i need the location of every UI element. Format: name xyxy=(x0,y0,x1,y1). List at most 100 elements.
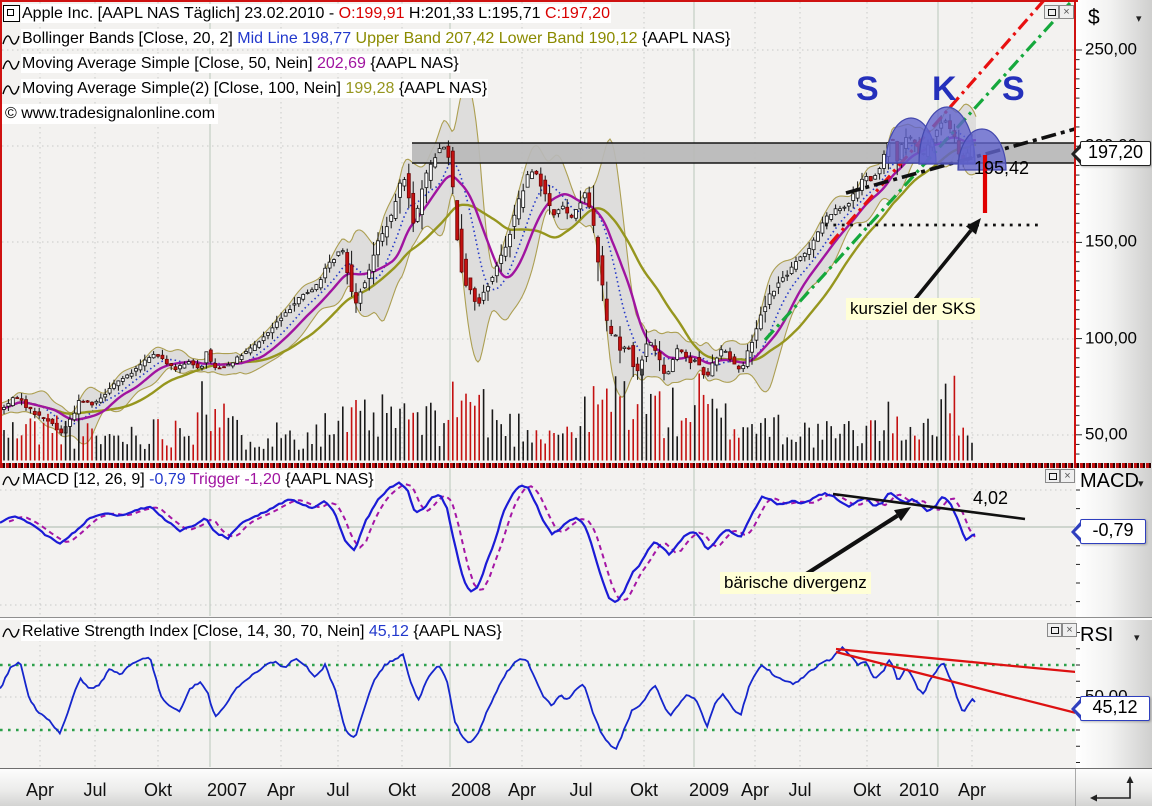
rsi-trend-upper xyxy=(835,647,1075,674)
header-segment: Moving Average Simple(2) [Close, 100, Ne… xyxy=(22,80,346,97)
indicator-squiggle-icon xyxy=(2,60,20,70)
time-axis-label: Okt xyxy=(852,780,882,800)
watermark: © www.tradesignalonline.com xyxy=(2,104,219,124)
header-segment: Relative Strength Index [Close, 14, 30, … xyxy=(22,623,369,640)
header-segment: Bollinger Bands [Close, 20, 2] xyxy=(22,30,238,47)
header-segment: 202,69 xyxy=(316,55,371,72)
close-button[interactable]: × xyxy=(1059,5,1074,19)
macd-legend: MACD [12, 26, 9] -0,79 Trigger -1,20 {AA… xyxy=(21,470,375,490)
price-axis-label: 150,00 xyxy=(1085,231,1137,251)
time-axis-label: Okt xyxy=(629,780,659,800)
macd-divergence-line xyxy=(832,492,1026,521)
header-segment: {AAPL NAS} xyxy=(370,55,459,72)
close-icon: × xyxy=(1066,624,1073,636)
shoulder-right xyxy=(957,128,1007,171)
maximize-icon xyxy=(1048,472,1057,480)
rsi-value-badge: 45,12 xyxy=(1080,696,1150,721)
selected-panel-border-top xyxy=(0,0,1078,2)
header-segment: Upper Band 207,42 Lower Band 190,12 xyxy=(355,30,642,47)
price-axis-label: 250,00 xyxy=(1085,39,1137,59)
header-segment: C:197,20 xyxy=(545,5,610,22)
header-segment: H:201,33 L:195,71 xyxy=(404,5,546,22)
chart-type-icon[interactable] xyxy=(3,5,20,22)
time-axis-label: Jul xyxy=(83,780,107,800)
sks-letter-right-shoulder: S xyxy=(1002,70,1025,108)
price-title: Apple Inc. [AAPL NAS Täglich] 23.02.2010… xyxy=(21,4,611,24)
sma50-legend: Moving Average Simple [Close, 50, Nein] … xyxy=(21,54,460,74)
header-segment: -0,79 xyxy=(149,471,190,488)
time-axis-label: Okt xyxy=(143,780,173,800)
close-button[interactable]: × xyxy=(1060,469,1075,483)
neckline-value: 195,42 xyxy=(974,158,1030,178)
indicator-squiggle-icon xyxy=(2,476,20,486)
header-segment: Apple Inc. [AAPL NAS Täglich] 23.02.2010… xyxy=(22,5,339,22)
time-axis-divider xyxy=(1075,769,1076,806)
header-segment: O:199,91 xyxy=(338,5,405,22)
maximize-icon xyxy=(1047,8,1056,16)
close-icon: × xyxy=(1063,6,1070,18)
maximize-icon xyxy=(1050,626,1059,634)
time-axis-label: Apr xyxy=(25,780,55,800)
header-segment: {AAPL NAS} xyxy=(398,80,488,97)
time-axis-label: Jul xyxy=(788,780,812,800)
rsi-panel-bg xyxy=(0,620,1076,768)
divergence-arrow xyxy=(798,513,899,580)
time-axis-label: 2009 xyxy=(688,780,730,800)
maximize-button[interactable] xyxy=(1044,5,1059,19)
axis-navigation-icon[interactable] xyxy=(1088,775,1140,803)
panel-splitter[interactable] xyxy=(0,463,1152,468)
chevron-down-icon[interactable]: ▾ xyxy=(1138,478,1144,490)
macd-value-badge: -0,79 xyxy=(1080,519,1146,544)
header-segment: {AAPL NAS} xyxy=(641,30,731,47)
time-axis-label: Jul xyxy=(326,780,350,800)
time-axis-label: Apr xyxy=(740,780,770,800)
macd-plot xyxy=(0,468,1075,616)
rsi-trend-lower xyxy=(835,650,1075,714)
price-target-label: kursziel der SKS xyxy=(846,298,980,320)
divergence-label: bärische divergenz xyxy=(720,572,871,594)
rsi-plot xyxy=(0,620,1075,767)
close-icon: × xyxy=(1064,470,1071,482)
header-segment: {AAPL NAS} xyxy=(285,471,374,488)
header-segment: 45,12 xyxy=(368,623,414,640)
header-segment: {AAPL NAS} xyxy=(413,623,502,640)
sma100-legend: Moving Average Simple(2) [Close, 100, Ne… xyxy=(21,79,489,99)
rsi-axis-label[interactable]: RSI xyxy=(1080,624,1114,646)
maximize-button[interactable] xyxy=(1045,469,1060,483)
value-axis-column xyxy=(1076,0,1152,768)
bollinger-legend: Bollinger Bands [Close, 20, 2] Mid Line … xyxy=(21,29,732,49)
header-segment: Mid Line 198,77 xyxy=(237,30,356,47)
time-axis-label: 2007 xyxy=(206,780,248,800)
sks-letter-left-shoulder: S xyxy=(856,70,879,108)
indicator-squiggle-icon xyxy=(2,35,20,45)
time-axis-label: 2010 xyxy=(898,780,940,800)
chevron-down-icon[interactable]: ▾ xyxy=(1134,632,1140,644)
panel-divider[interactable] xyxy=(0,617,1152,620)
uptrend xyxy=(763,2,1072,342)
price-axis-label: 50,00 xyxy=(1085,424,1128,444)
maximize-button[interactable] xyxy=(1047,623,1062,637)
selected-panel-border-left xyxy=(0,0,2,464)
indicator-squiggle-icon xyxy=(2,85,20,95)
header-segment: 199,28 xyxy=(345,80,399,97)
price-axis-unit[interactable]: $ xyxy=(1088,6,1100,29)
time-axis: Apr Jul Okt 2007 Apr Jul Okt 2008 Apr Jul Okt 2009 A… xyxy=(0,768,1152,806)
macd-peak-value: 4,02 xyxy=(973,488,1009,508)
time-axis-label: 2008 xyxy=(450,780,492,800)
target-arrow xyxy=(906,229,973,310)
time-axis-label: Apr xyxy=(266,780,296,800)
macd-axis-label[interactable]: MACD xyxy=(1080,470,1139,492)
price-plot xyxy=(2,2,1074,462)
selected-panel-border-right xyxy=(1074,0,1076,464)
header-segment: Trigger -1,20 xyxy=(189,471,286,488)
sks-letter-head: K xyxy=(932,70,957,108)
indicator-squiggle-icon xyxy=(2,628,20,638)
header-segment: Moving Average Simple [Close, 50, Nein] xyxy=(22,55,317,72)
chevron-down-icon[interactable]: ▾ xyxy=(1136,13,1142,25)
close-button[interactable]: × xyxy=(1062,623,1077,637)
header-segment: MACD [12, 26, 9] xyxy=(22,471,150,488)
time-axis-label: Jul xyxy=(569,780,593,800)
price-value-badge: 197,20 xyxy=(1080,141,1151,166)
volume-bars xyxy=(3,368,973,461)
